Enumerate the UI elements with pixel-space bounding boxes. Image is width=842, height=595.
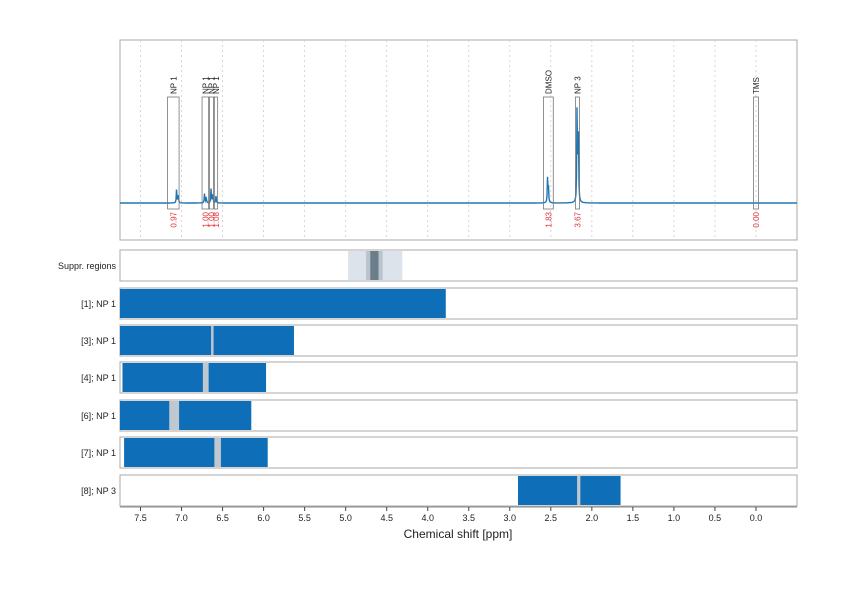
integral-value: 1.00: [201, 211, 210, 227]
x-tick-label: 6.5: [216, 513, 229, 523]
integral-value: 1.83: [544, 211, 553, 227]
integral-value: 3.67: [573, 211, 582, 227]
row-frame: [119, 474, 798, 507]
x-tick-label: 7.5: [134, 513, 147, 523]
range-bar: [124, 438, 268, 467]
row-frame: [119, 249, 798, 282]
x-tick-label: 1.5: [627, 513, 640, 523]
integral-value: 0.00: [752, 211, 761, 227]
row-label: Suppr. regions: [58, 261, 117, 271]
peak-label: NP 1: [207, 76, 216, 94]
x-tick-label: 5.0: [339, 513, 352, 523]
x-tick-label: 2.5: [545, 513, 558, 523]
x-tick-label: 0.0: [750, 513, 763, 523]
range-gap: [211, 326, 214, 355]
range-bar: [120, 289, 446, 318]
range-bar: [122, 363, 267, 392]
spectrum-frame: [119, 39, 798, 241]
integration-box: [543, 96, 554, 210]
annotation-np-1: NP 1 0.97: [167, 76, 180, 228]
peak-label: TMS: [752, 77, 761, 94]
row-label: [8]; NP 3: [81, 486, 116, 496]
x-axis: 7.5 7.0 6.5 6.0 5.5 5.0 4.5 4.0 3.5 3.0 2.5 2.0 1.5 1…: [120, 506, 797, 523]
peak-label: NP 1: [201, 76, 210, 94]
integral-value: 1.08: [212, 211, 221, 227]
x-tick-label: 5.5: [298, 513, 311, 523]
annotation-np-3: NP 3 3.67: [573, 76, 582, 228]
range-gap: [577, 476, 581, 505]
x-tick-label: 4.0: [421, 513, 434, 523]
suppression-core-region: [370, 251, 379, 280]
integration-box: [167, 96, 180, 210]
row-label: [4]; NP 1: [81, 373, 116, 383]
spectrum-trace: [120, 107, 797, 204]
integration-box: [213, 96, 219, 210]
peak-label: NP 3: [573, 76, 582, 94]
x-axis-label: Chemical shift [ppm]: [404, 527, 513, 541]
row-label: [7]; NP 1: [81, 448, 116, 458]
x-tick-label: 6.0: [257, 513, 270, 523]
peak-label: NP 1: [212, 76, 221, 94]
x-tick-label: 0.5: [709, 513, 722, 523]
integration-box: [575, 96, 580, 210]
range-gap: [169, 401, 180, 430]
range-gap: [214, 438, 221, 467]
range-gap: [202, 363, 209, 392]
row-label: [6]; NP 1: [81, 411, 116, 421]
integral-value: 1.00: [207, 211, 216, 227]
integration-box: [753, 96, 759, 210]
range-rows-panel: Suppr. regions [1]; NP 1 [3]; NP 1 [4]; NP …: [58, 249, 798, 507]
x-tick-label: 1.0: [668, 513, 681, 523]
range-bar: [120, 326, 294, 355]
annotation-dmso: DMSO 1.83: [543, 70, 554, 228]
range-bar: [517, 476, 621, 505]
range-bar: [120, 401, 252, 430]
integral-value: 0.97: [169, 211, 178, 227]
annotation-np-1: NP 1 1.00: [201, 76, 210, 228]
x-tick-label: 3.0: [504, 513, 517, 523]
annotation-np-1: NP 1 1.00: [207, 76, 216, 228]
row-label: [1]; NP 1: [81, 299, 116, 309]
x-tick-label: 2.0: [586, 513, 599, 523]
integration-box: [201, 96, 210, 210]
annotation-tms: TMS 0.00: [752, 77, 761, 227]
row-label: [3]; NP 1: [81, 336, 116, 346]
integration-box: [209, 96, 214, 210]
x-tick-label: 7.0: [175, 513, 188, 523]
x-tick-label: 4.5: [380, 513, 393, 523]
peak-label: NP 1: [169, 76, 178, 94]
spectrum-panel: NP 1 0.97 NP 1 1.00 NP 1 1.00 NP 1 1.08 DMSO 1.83…: [119, 39, 798, 241]
x-tick-label: 3.5: [462, 513, 475, 523]
peak-label: DMSO: [544, 70, 553, 94]
annotation-np-1: NP 1 1.08: [212, 76, 221, 228]
